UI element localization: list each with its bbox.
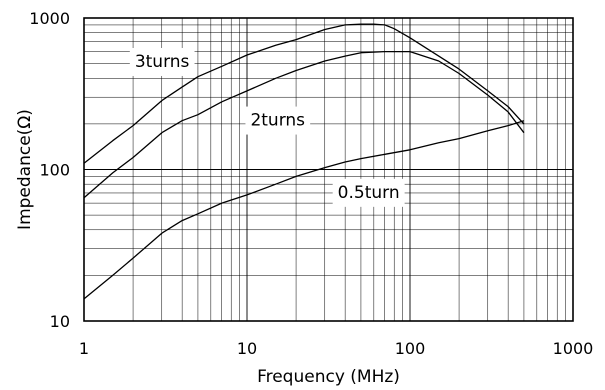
series-label-bg — [245, 106, 311, 135]
series-line-1 — [83, 50, 525, 199]
x-axis-title: Frequency (MHz) — [257, 367, 400, 387]
x-tick-label: 1000 — [553, 339, 594, 358]
series-label-bg — [129, 47, 195, 76]
y-tick-label: 10 — [50, 312, 70, 331]
series-labels: 3turns 2turns 0.5turn — [129, 47, 405, 207]
series-label-0: 3turns — [135, 52, 190, 72]
y-axis-title: Impedance(Ω) — [15, 109, 35, 230]
y-tick-label: 100 — [39, 161, 70, 180]
plot-frame — [83, 17, 574, 322]
tick-labels: 1 10 100 1000 10 100 1000 — [29, 9, 593, 358]
series-label-2: 0.5turn — [338, 183, 400, 203]
x-tick-label: 100 — [395, 339, 426, 358]
series-label-bg — [332, 178, 405, 207]
x-tick-label: 10 — [237, 339, 257, 358]
series-lines — [83, 23, 525, 300]
series-line-0 — [83, 23, 525, 164]
y-tick-label: 1000 — [29, 9, 70, 28]
x-tick-label: 1 — [79, 339, 89, 358]
series-line-2 — [83, 120, 525, 300]
series-label-1: 2turns — [250, 111, 305, 131]
